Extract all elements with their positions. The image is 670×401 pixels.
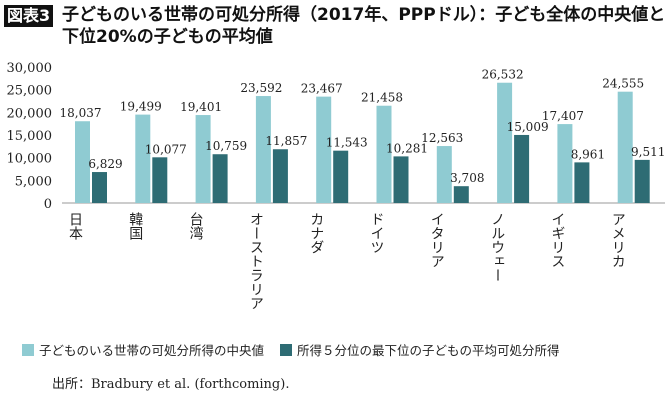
chart-title: 子どものいる世帯の可処分所得（2017年、PPPドル）：子ども全体の中央値と下位…	[62, 5, 666, 47]
y-tick-label: 30,000	[7, 61, 53, 76]
legend-label: 所得５分位の最下位の子どもの平均可処分所得	[297, 343, 560, 358]
y-tick-label: 15,000	[7, 129, 53, 144]
x-tick-label: イギリス	[549, 212, 565, 268]
x-tick-label: 台湾	[188, 212, 204, 240]
legend-swatch	[22, 343, 34, 356]
data-label: 17,407	[542, 109, 584, 123]
bar-bottom-quintile	[92, 172, 107, 203]
bar-bottom-quintile	[333, 150, 349, 203]
y-tick-label: 0	[44, 197, 52, 212]
x-tick-label: ドイツ	[369, 212, 385, 254]
data-label: 21,458	[361, 91, 403, 105]
x-tick-label: 韓国	[127, 212, 143, 240]
data-label: 10,759	[205, 139, 247, 153]
data-label: 23,467	[301, 82, 343, 96]
bar-median	[316, 96, 332, 203]
data-label: 9,511	[631, 145, 665, 159]
data-label: 19,499	[120, 100, 162, 114]
bar-bottom-quintile	[212, 154, 228, 203]
bar-bottom-quintile	[574, 162, 590, 203]
data-label: 18,037	[60, 106, 102, 120]
y-tick-label: 25,000	[7, 84, 53, 99]
data-label: 6,829	[88, 157, 122, 171]
data-label: 26,532	[482, 68, 524, 82]
data-label: 10,281	[386, 141, 428, 155]
bar-median	[376, 105, 392, 203]
bar-bottom-quintile	[152, 157, 168, 203]
data-label: 11,857	[265, 134, 307, 148]
legend-item-median: 子どものいる世帯の可処分所得の中央値	[22, 340, 264, 359]
data-label: 15,009	[507, 120, 549, 134]
data-label: 10,077	[145, 142, 187, 156]
y-tick-label: 10,000	[7, 152, 53, 167]
bar-median	[617, 91, 633, 203]
data-label: 19,401	[180, 100, 222, 114]
data-label: 23,592	[240, 81, 282, 95]
figure-badge: 図表3	[4, 5, 54, 27]
bar-chart: 0 5,000 10,000 15,000 20,000 25,000 30,000 18,0…	[7, 61, 666, 310]
x-tick-label: アメリカ	[610, 212, 626, 268]
x-tick-label: イタリア	[429, 212, 445, 268]
data-label: 12,563	[421, 131, 463, 145]
legend-item-bottom-quintile: 所得５分位の最下位の子どもの平均可処分所得	[280, 340, 560, 359]
data-label: 3,708	[450, 171, 484, 185]
legend: 子どものいる世帯の可処分所得の中央値 所得５分位の最下位の子どもの平均可処分所得	[22, 340, 560, 359]
x-tick-label: カナダ	[308, 212, 324, 254]
bar-bottom-quintile	[634, 159, 650, 203]
bar-median	[195, 115, 211, 203]
y-tick-label: 5,000	[15, 174, 52, 189]
data-label: 24,555	[602, 77, 644, 91]
bar-bottom-quintile	[393, 156, 409, 203]
bar-bottom-quintile	[514, 134, 530, 203]
legend-label: 子どものいる世帯の可処分所得の中央値	[39, 343, 265, 358]
data-label: 11,543	[326, 136, 368, 150]
source-note: 出所：Bradbury et al. (forthcoming).	[52, 377, 290, 392]
y-tick-label: 20,000	[7, 106, 53, 121]
legend-swatch	[280, 343, 293, 356]
x-tick-label: 日本	[67, 212, 83, 240]
bar-median	[436, 146, 452, 203]
bar-median	[255, 96, 271, 203]
bar-bottom-quintile	[453, 186, 469, 203]
bar-median	[75, 121, 90, 203]
x-tick-label: オーストラリア	[248, 212, 264, 310]
bar-median	[557, 124, 573, 203]
bar-median	[497, 82, 513, 203]
bar-median	[135, 114, 151, 203]
bar-bottom-quintile	[272, 149, 288, 203]
data-label: 8,961	[571, 147, 605, 161]
x-tick-label: ノルウェー	[489, 212, 505, 282]
